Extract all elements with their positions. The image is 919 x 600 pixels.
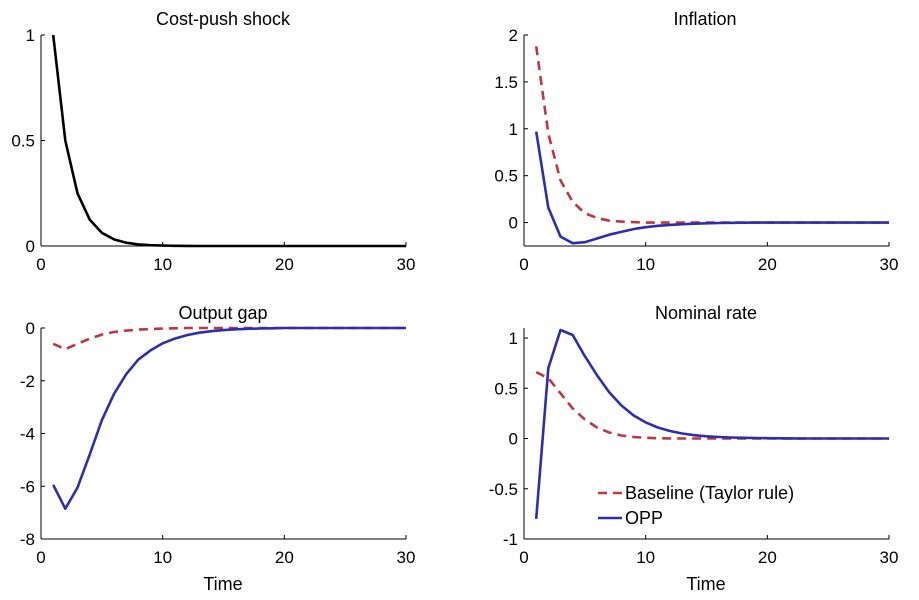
x-tick-label: 10 xyxy=(636,255,655,274)
x-tick-label: 0 xyxy=(519,255,528,274)
y-tick-label: -0.5 xyxy=(489,480,518,499)
series-line-opp xyxy=(52,326,406,511)
legend-label-baseline: Baseline (Taylor rule) xyxy=(625,483,794,503)
legend-label-opp: OPP xyxy=(625,508,663,528)
y-tick-label: 2 xyxy=(509,26,518,45)
y-tick-label: 0.5 xyxy=(494,379,518,398)
y-tick-label: -8 xyxy=(20,530,35,549)
panel-title: Nominal rate xyxy=(655,303,757,323)
panel-nominal-rate: Nominal rate Time 0 10 20 30 -1 -0.5 0 0.5 1 xyxy=(489,303,899,594)
x-tick-label: 20 xyxy=(758,548,777,567)
y-tick-label: -2 xyxy=(20,372,35,391)
y-tick-label: 1 xyxy=(509,120,518,139)
series-line xyxy=(51,34,406,248)
series-line-baseline xyxy=(52,326,406,351)
series-line-opp xyxy=(534,131,889,245)
y-tick-label: -6 xyxy=(20,477,35,496)
y-tick-label: 1 xyxy=(26,26,35,45)
x-tick-label: 10 xyxy=(636,548,655,567)
x-tick-label: 20 xyxy=(275,255,294,274)
y-tick-label: 0 xyxy=(26,237,35,256)
panel-cost-push-shock: Cost-push shock 0 10 20 30 0 0.5 1 xyxy=(11,9,415,274)
x-tick-label: 30 xyxy=(880,255,899,274)
series-line-baseline xyxy=(534,46,889,224)
series-line-opp xyxy=(534,328,889,520)
y-tick-label: 0 xyxy=(509,430,518,449)
panel-output-gap: Output gap Time 0 10 20 30 -8 -6 -4 -2 0 xyxy=(20,303,416,594)
panel-inflation: Inflation 0 10 20 30 0 0.5 1 1.5 2 xyxy=(494,9,898,274)
x-tick-label: 0 xyxy=(36,255,45,274)
panel-title: Inflation xyxy=(673,9,736,29)
x-axis-label: Time xyxy=(203,574,242,594)
series-line-baseline xyxy=(535,371,889,440)
x-tick-label: 30 xyxy=(880,548,899,567)
legend: Baseline (Taylor rule) OPP xyxy=(598,483,794,528)
x-tick-label: 30 xyxy=(397,548,416,567)
y-tick-label: 1 xyxy=(509,329,518,348)
x-tick-label: 0 xyxy=(519,548,528,567)
y-tick-label: 0 xyxy=(509,214,518,233)
y-tick-label: 0.5 xyxy=(11,132,35,151)
y-tick-label: -4 xyxy=(20,425,35,444)
x-tick-label: 30 xyxy=(397,255,416,274)
panel-title: Cost-push shock xyxy=(156,9,291,29)
x-axis-label: Time xyxy=(686,574,725,594)
x-tick-label: 20 xyxy=(758,255,777,274)
y-tick-label: 1.5 xyxy=(494,73,518,92)
x-tick-label: 20 xyxy=(275,548,294,567)
x-tick-label: 10 xyxy=(153,255,172,274)
y-tick-label: 0 xyxy=(26,319,35,338)
panel-title: Output gap xyxy=(178,303,267,323)
y-tick-label: 0.5 xyxy=(494,167,518,186)
y-tick-label: -1 xyxy=(503,530,518,549)
x-tick-label: 0 xyxy=(36,548,45,567)
x-tick-label: 10 xyxy=(153,548,172,567)
